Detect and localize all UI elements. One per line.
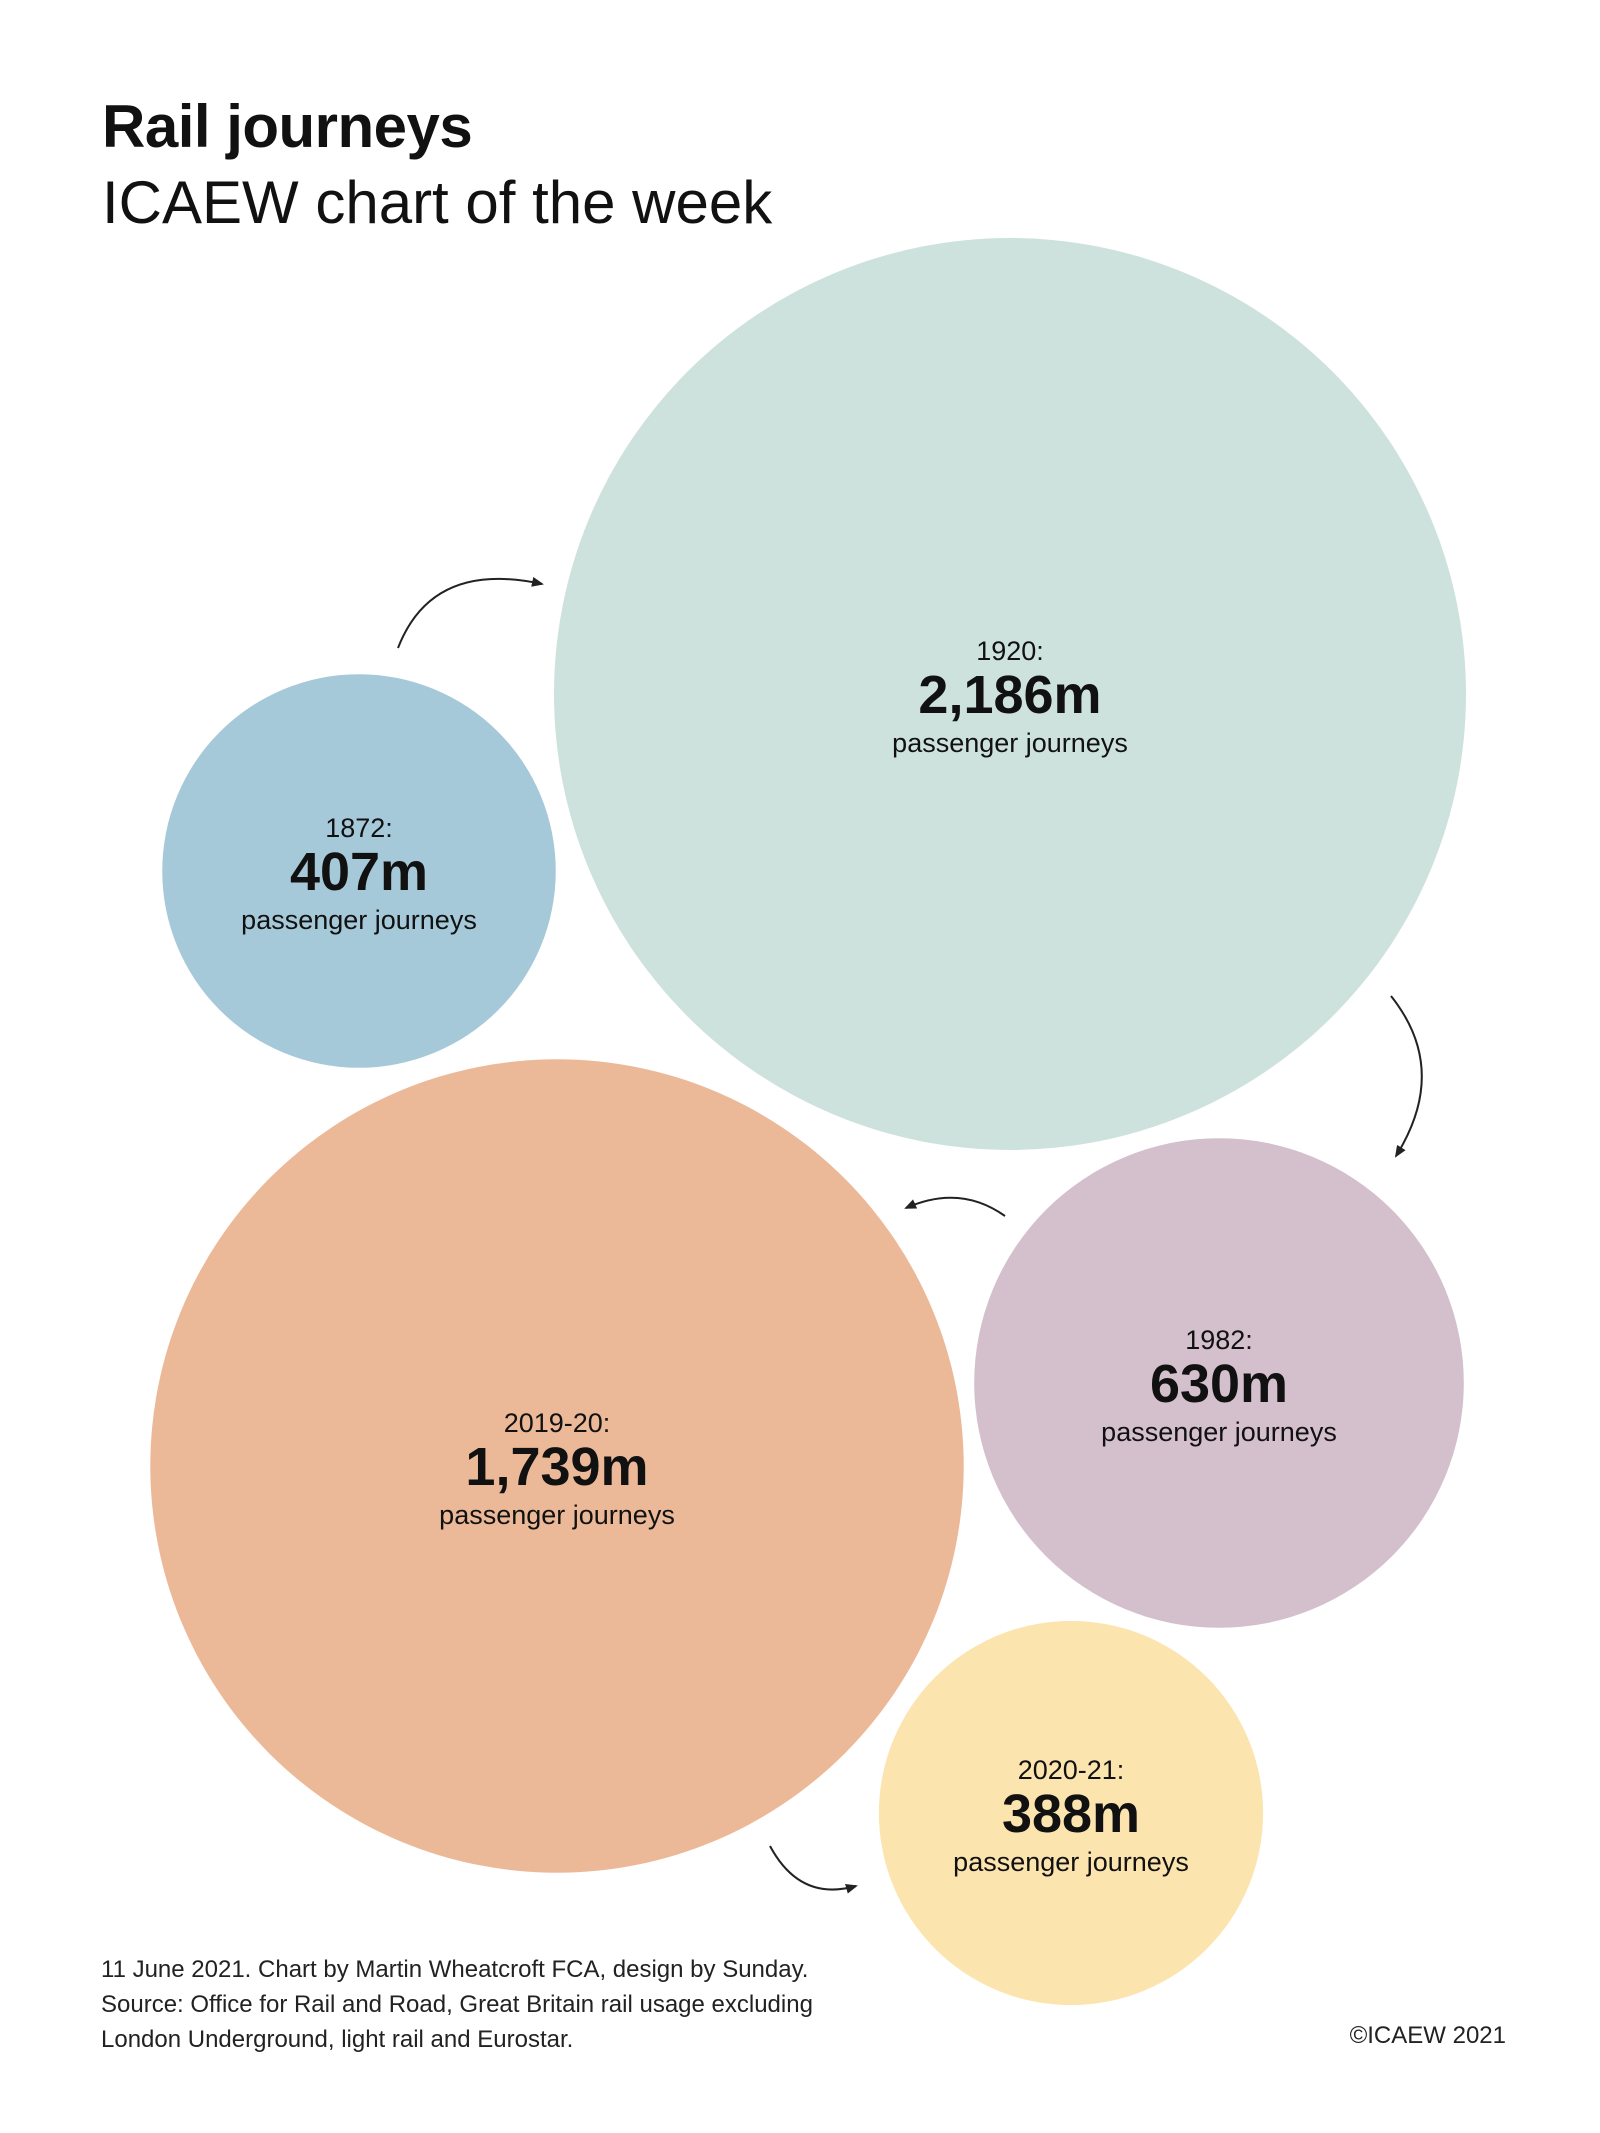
bubble-circle-1872 bbox=[162, 674, 556, 1068]
bubble-value-label: 1,739m bbox=[465, 1437, 648, 1497]
bubble-year-label: 2020-21: bbox=[1018, 1755, 1125, 1785]
bubble-unit-label: passenger journeys bbox=[1101, 1417, 1337, 1447]
bubble-year-label: 1920: bbox=[976, 636, 1044, 666]
bubble-unit-label: passenger journeys bbox=[892, 728, 1128, 758]
bubble-value-label: 388m bbox=[1002, 1784, 1140, 1844]
chart-title: Rail journeys bbox=[102, 93, 473, 160]
bubble-value-label: 407m bbox=[290, 842, 428, 902]
connector-arrow-3 bbox=[904, 1196, 1006, 1217]
bubble-year-label: 1982: bbox=[1185, 1325, 1253, 1355]
connector-arrow-2 bbox=[1390, 995, 1423, 1158]
arrows-layer bbox=[397, 576, 1423, 1894]
bubble-value-label: 630m bbox=[1150, 1354, 1288, 1414]
bubble-unit-label: passenger journeys bbox=[241, 905, 477, 935]
footer-source-continued: London Underground, light rail and Euros… bbox=[101, 2026, 574, 2053]
bubble-unit-label: passenger journeys bbox=[953, 1847, 1189, 1877]
bubble-year-label: 2019-20: bbox=[504, 1408, 611, 1438]
bubble-circle-1920 bbox=[554, 238, 1466, 1150]
bubble-circle-2019-20 bbox=[150, 1059, 964, 1873]
copyright-notice: ©ICAEW 2021 bbox=[1349, 2022, 1506, 2049]
bubble-circle-2020-21 bbox=[878, 1620, 1264, 2006]
footer-notes: 11 June 2021. Chart by Martin Wheatcroft… bbox=[101, 1952, 813, 2057]
bubble-value-label: 2,186m bbox=[918, 665, 1101, 725]
chart-subtitle: ICAEW chart of the week bbox=[102, 169, 773, 236]
bubble-unit-label: passenger journeys bbox=[439, 1500, 675, 1530]
bubble-circle-1982 bbox=[974, 1138, 1464, 1628]
bubble-year-label: 1872: bbox=[325, 813, 393, 843]
connector-arrow-1 bbox=[397, 576, 544, 649]
connector-arrow-4 bbox=[769, 1845, 858, 1894]
footer-source: Source: Office for Rail and Road, Great … bbox=[101, 1991, 813, 2018]
footer-date-credit: 11 June 2021. Chart by Martin Wheatcroft… bbox=[101, 1956, 809, 1983]
